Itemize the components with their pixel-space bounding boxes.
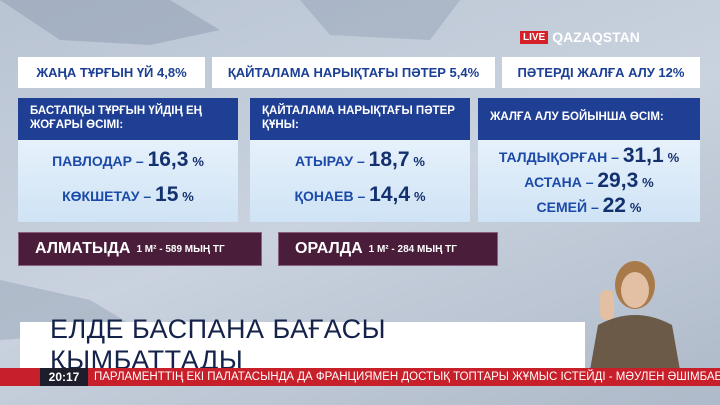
city: АСТАНА – (524, 174, 594, 190)
channel-logo: LIVE QAZAQSTAN (520, 29, 640, 45)
ticker-text: ПАРЛАМЕНТТІҢ ЕКІ ПАЛАТАСЫНДА ДА ФРАНЦИЯМ… (94, 371, 720, 383)
panel-body: ТАЛДЫҚОРҒАН – 31,1 % АСТАНА – 29,3 % СЕМЕЙ… (478, 140, 700, 222)
price: 1 М² - 284 МЫҢ ТГ (368, 243, 457, 255)
city: КӨКШЕТАУ – (62, 188, 152, 204)
city-row: ПАВЛОДАР – 16,3 % (18, 148, 238, 172)
city-row: СЕМЕЙ – 22 % (478, 194, 700, 218)
city-row: ТАЛДЫҚОРҒАН – 31,1 % (478, 144, 700, 168)
city: СЕМЕЙ – (536, 199, 599, 215)
city: АТЫРАУ – (295, 153, 365, 169)
unit: % (667, 150, 680, 165)
unit: % (629, 200, 642, 215)
stat-box: ПӘТЕРДІ ЖАЛҒА АЛУ 12% (502, 57, 700, 88)
city: ОРАЛДА (295, 240, 363, 257)
city: ҚОНАЕВ – (294, 188, 366, 204)
price-box: АЛМАТЫДА 1 М² - 589 МЫҢ ТГ (18, 232, 262, 266)
channel-name: QAZAQSTAN (552, 29, 640, 45)
panel-header: ЖАЛҒА АЛУ БОЙЫНША ӨСІМ: (478, 98, 700, 140)
ticker-bar (0, 368, 720, 386)
growth-value: 18,7 (368, 148, 410, 171)
price-box: ОРАЛДА 1 М² - 284 МЫҢ ТГ (278, 232, 498, 266)
unit: % (182, 189, 194, 204)
panel-header: БАСТАПҚЫ ТҰРҒЫН ҮЙДІҢ ЕҢ ЖОҒАРЫ ӨСІМІ: (18, 98, 238, 140)
city-row: КӨКШЕТАУ – 15 % (18, 183, 238, 207)
panel-body: ПАВЛОДАР – 16,3 % КӨКШЕТАУ – 15 % (18, 140, 238, 222)
stat-box: ЖАҢА ТҰРҒЫН ҮЙ 4,8% (18, 57, 205, 88)
growth-value: 22 (602, 194, 626, 217)
unit: % (642, 175, 654, 190)
panel-body: АТЫРАУ – 18,7 % ҚОНАЕВ – 14,4 % (250, 140, 470, 222)
unit: % (192, 154, 204, 169)
growth-value: 15 (155, 183, 179, 206)
panel-header: ҚАЙТАЛАМА НАРЫҚТАҒЫ ПӘТЕР ҚҰНЫ: (250, 98, 470, 140)
city: АЛМАТЫДА (35, 240, 131, 257)
city-row: АТЫРАУ – 18,7 % (250, 148, 470, 172)
growth-value: 16,3 (147, 148, 189, 171)
stat-box: ҚАЙТАЛАМА НАРЫҚТАҒЫ ПӘТЕР 5,4% (212, 57, 495, 88)
growth-value: 29,3 (597, 169, 639, 192)
growth-value: 14,4 (369, 183, 411, 206)
city-row: ҚОНАЕВ – 14,4 % (250, 183, 470, 207)
presenter (590, 261, 680, 370)
unit: % (413, 154, 425, 169)
price: 1 М² - 589 МЫҢ ТГ (136, 243, 225, 255)
unit: % (413, 189, 426, 204)
growth-value: 31,1 (622, 144, 664, 167)
headline: ЕЛДЕ БАСПАНА БАҒАСЫ ҚЫМБАТТАДЫ (20, 314, 585, 375)
city-row: АСТАНА – 29,3 % (478, 169, 700, 193)
live-badge: LIVE (520, 30, 549, 44)
city: ТАЛДЫҚОРҒАН – (498, 149, 619, 165)
ticker-time: 20:17 (40, 368, 88, 386)
city: ПАВЛОДАР – (52, 153, 144, 169)
